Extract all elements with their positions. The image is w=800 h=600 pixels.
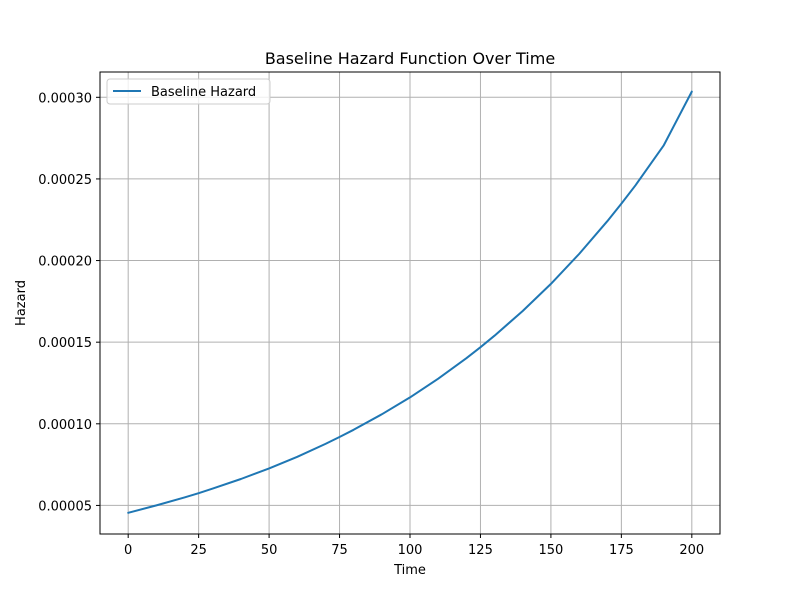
y-tick-label: 0.00005 (38, 499, 92, 514)
y-tick-label: 0.00010 (38, 418, 92, 433)
y-tick-label: 0.00025 (38, 173, 92, 188)
y-tick-label: 0.00030 (38, 91, 92, 106)
x-axis-label: Time (393, 563, 426, 578)
x-tick-label: 100 (398, 543, 423, 558)
series-layer (127, 90, 693, 514)
y-tick-label: 0.00015 (38, 336, 92, 351)
x-tick-label: 150 (538, 543, 563, 558)
grid (100, 72, 720, 534)
x-tick-label: 175 (609, 543, 634, 558)
x-tick-label: 50 (261, 543, 278, 558)
series-line-baseline-hazard (127, 90, 693, 514)
y-axis-label: Hazard (14, 280, 29, 326)
x-tick-label: 75 (331, 543, 348, 558)
x-tick-label: 0 (124, 543, 132, 558)
x-tick-label: 25 (190, 543, 207, 558)
legend-label-baseline-hazard: Baseline Hazard (151, 85, 256, 100)
legend: Baseline Hazard (106, 78, 271, 105)
x-axis-ticks: 0 25 50 75 100 125 150 175 200 (124, 534, 704, 558)
legend-box (106, 78, 271, 105)
y-tick-label: 0.00020 (38, 255, 92, 270)
chart-title: Baseline Hazard Function Over Time (265, 49, 555, 68)
x-tick-label: 200 (679, 543, 704, 558)
y-axis-ticks: 0.00005 0.00010 0.00015 0.00020 0.00025 0.000… (38, 91, 100, 514)
x-tick-label: 125 (468, 543, 493, 558)
